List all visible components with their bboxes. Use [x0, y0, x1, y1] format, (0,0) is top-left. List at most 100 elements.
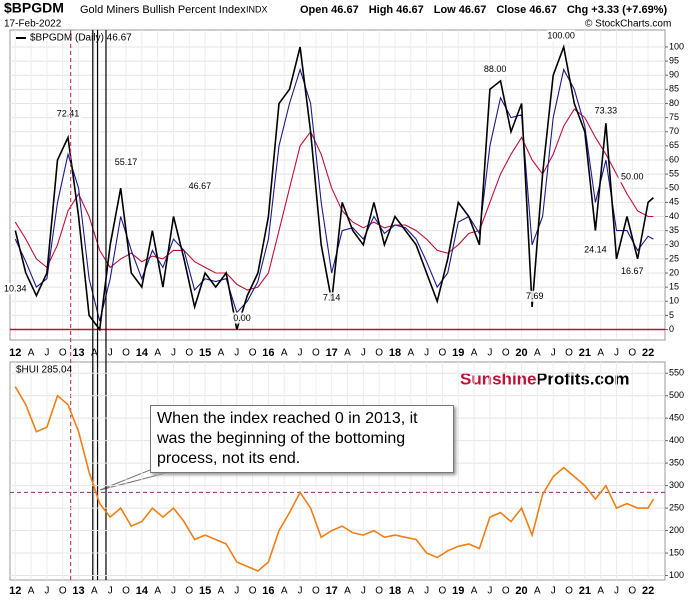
x-tick-label: J: [424, 348, 429, 359]
annotation-box: [112, 156, 141, 168]
annotation: 7.69: [526, 291, 544, 301]
x-tick-label: J: [171, 586, 176, 597]
x-tick-label: 22: [642, 347, 654, 359]
x-tick-label: 22: [642, 585, 654, 597]
y-tick-label: 250: [669, 502, 684, 512]
y-tick-label: 30: [669, 239, 679, 249]
x-tick-label: A: [471, 586, 478, 597]
y-tick-label: 500: [669, 390, 684, 400]
y-tick-label: 550: [669, 368, 684, 378]
y-tick-label: 85: [669, 84, 679, 94]
brand: Sunshine: [460, 369, 537, 388]
callout: When the index reached 0 in 2013, it was…: [150, 405, 454, 473]
x-tick-label: A: [597, 586, 604, 597]
x-tick-label: 16: [262, 585, 274, 597]
brand: Profits.com: [536, 369, 630, 388]
x-tick-label: 19: [452, 347, 464, 359]
y-tick-label: 10: [669, 296, 679, 306]
annotation-box: [1, 283, 30, 295]
series-line: [14, 108, 654, 291]
x-tick-label: 14: [136, 585, 149, 597]
y-tick-label: 100: [669, 41, 684, 51]
annotation: 46.67: [189, 181, 212, 191]
x-tick-label: J: [234, 586, 239, 597]
annotation: 100.00: [547, 30, 575, 40]
subtitle: Gold Miners Bullish Percent Index: [80, 4, 246, 16]
x-tick-label: A: [28, 348, 35, 359]
y-tick-label: 50: [669, 183, 679, 193]
x-tick-label: A: [281, 348, 288, 359]
x-tick-label: J: [108, 586, 113, 597]
x-tick-label: 18: [389, 585, 401, 597]
x-tick-label: A: [407, 586, 414, 597]
y-tick-label: 35: [669, 225, 679, 235]
annotation-box: [581, 244, 610, 256]
x-tick-label: J: [614, 348, 619, 359]
x-tick-label: O: [375, 586, 383, 597]
series-line: [14, 386, 655, 572]
annotation-box: [54, 107, 83, 119]
x-tick-label: O: [185, 586, 193, 597]
x-tick-label: 15: [199, 347, 211, 359]
x-tick-label: 13: [72, 585, 84, 597]
y-tick-label: 75: [669, 112, 679, 122]
x-tick-label: 12: [9, 585, 21, 597]
annotation: 50.00: [621, 172, 644, 182]
y-tick-label: 70: [669, 126, 679, 136]
annotation-box: [520, 290, 549, 302]
x-tick-label: A: [344, 586, 351, 597]
legend-label: $HUI 285.04: [16, 365, 73, 376]
x-tick-label: 13: [72, 347, 84, 359]
x-tick-label: J: [551, 586, 556, 597]
annotation-box: [228, 312, 257, 324]
x-tick-label: J: [361, 348, 366, 359]
x-tick-label: 16: [262, 347, 274, 359]
x-tick-label: A: [407, 348, 414, 359]
x-tick-label: J: [234, 348, 239, 359]
x-tick-label: J: [614, 586, 619, 597]
annotation: 16.67: [621, 266, 644, 276]
annotation-box: [317, 292, 346, 304]
x-tick-label: O: [249, 586, 257, 597]
annotation-box: [618, 265, 647, 277]
x-tick-label: O: [312, 348, 320, 359]
annotation: 10.34: [4, 284, 27, 294]
annotation-box: [547, 29, 576, 41]
x-tick-label: 15: [199, 585, 211, 597]
x-tick-label: J: [487, 348, 492, 359]
y-tick-label: 55: [669, 168, 679, 178]
y-tick-label: 100: [669, 570, 684, 580]
x-tick-label: A: [534, 348, 541, 359]
x-tick-label: O: [59, 586, 67, 597]
quote-stat: Open 46.67: [300, 4, 359, 16]
x-tick-label: A: [344, 348, 351, 359]
y-tick-label: 80: [669, 98, 679, 108]
y-tick-label: 400: [669, 435, 684, 445]
y-tick-label: 350: [669, 458, 684, 468]
x-tick-label: O: [59, 348, 67, 359]
x-tick-label: J: [108, 348, 113, 359]
y-tick-label: 20: [669, 267, 679, 277]
top-frame: [9, 29, 666, 341]
x-tick-label: J: [424, 586, 429, 597]
y-tick-label: 150: [669, 547, 684, 557]
x-tick-label: O: [375, 348, 383, 359]
x-tick-label: J: [551, 348, 556, 359]
x-tick-label: O: [439, 586, 447, 597]
x-tick-label: J: [487, 586, 492, 597]
x-tick-label: O: [565, 586, 573, 597]
annotation: 7.14: [323, 293, 341, 303]
y-tick-label: 40: [669, 211, 679, 221]
annotation: 72.41: [57, 108, 80, 118]
date: 17-Feb-2022: [4, 19, 62, 30]
exchange: INDX: [246, 4, 268, 14]
series-line: [14, 44, 654, 332]
annotation: 55.17: [115, 157, 138, 167]
x-tick-label: 12: [9, 347, 21, 359]
x-tick-label: O: [502, 586, 510, 597]
x-tick-label: O: [122, 586, 130, 597]
x-tick-label: J: [298, 348, 303, 359]
x-tick-label: O: [628, 348, 636, 359]
